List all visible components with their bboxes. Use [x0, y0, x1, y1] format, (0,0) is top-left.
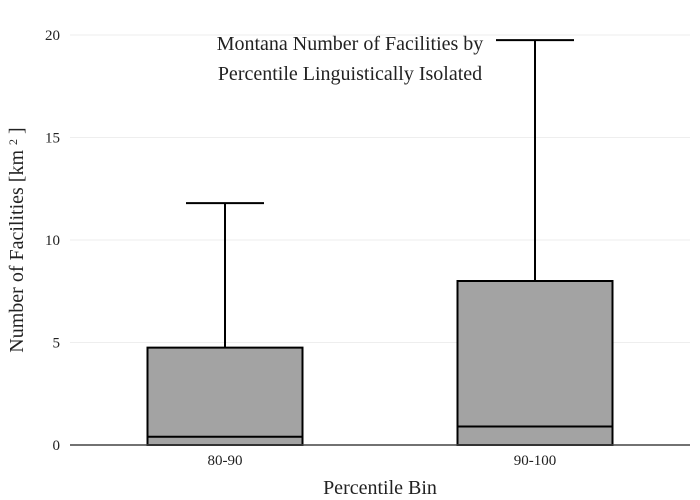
- x-tick-label: 90-100: [514, 453, 557, 469]
- box-80-90: [146, 202, 304, 446]
- y-tick-label: 5: [53, 336, 61, 352]
- boxes: [146, 39, 614, 446]
- y-tick-label: 15: [45, 131, 60, 147]
- y-axis-label: Number of Facilities [km 2 ]: [0, 127, 28, 352]
- y-tick-labels: 0 5 10 15 20: [45, 28, 60, 454]
- y-tick-label: 10: [45, 233, 60, 249]
- x-tick-labels: 80-90 90-100: [208, 453, 557, 469]
- x-tick-label: 80-90: [208, 453, 243, 469]
- y-tick-label: 0: [53, 438, 61, 454]
- chart-title-line-2: Percentile Linguistically Isolated: [218, 63, 482, 85]
- y-tick-label: 20: [45, 28, 60, 44]
- x-axis-label: Percentile Bin: [323, 477, 437, 499]
- y-axis-label-unit-close: ]: [6, 127, 28, 134]
- y-axis-label-unit: [km: [6, 150, 28, 183]
- y-axis-label-text: Number of Facilities: [6, 187, 28, 353]
- box-90-100: [456, 39, 614, 446]
- y-axis-label-unit-sup: 2: [6, 139, 20, 145]
- box-body: [456, 280, 614, 446]
- chart-title-line-1: Montana Number of Facilities by: [217, 33, 484, 55]
- box-body: [146, 346, 304, 446]
